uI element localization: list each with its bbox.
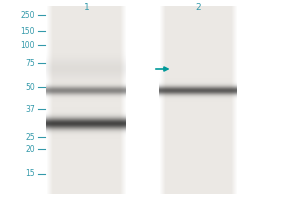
Text: 150: 150: [21, 26, 35, 36]
Text: 15: 15: [26, 170, 35, 178]
Text: 1: 1: [84, 2, 90, 11]
Text: 25: 25: [26, 132, 35, 142]
Text: 250: 250: [21, 10, 35, 20]
Text: 20: 20: [26, 144, 35, 154]
Text: 50: 50: [25, 83, 35, 92]
Text: 75: 75: [25, 58, 35, 68]
Text: 100: 100: [21, 40, 35, 49]
Text: 37: 37: [25, 104, 35, 114]
Text: 2: 2: [195, 2, 201, 11]
